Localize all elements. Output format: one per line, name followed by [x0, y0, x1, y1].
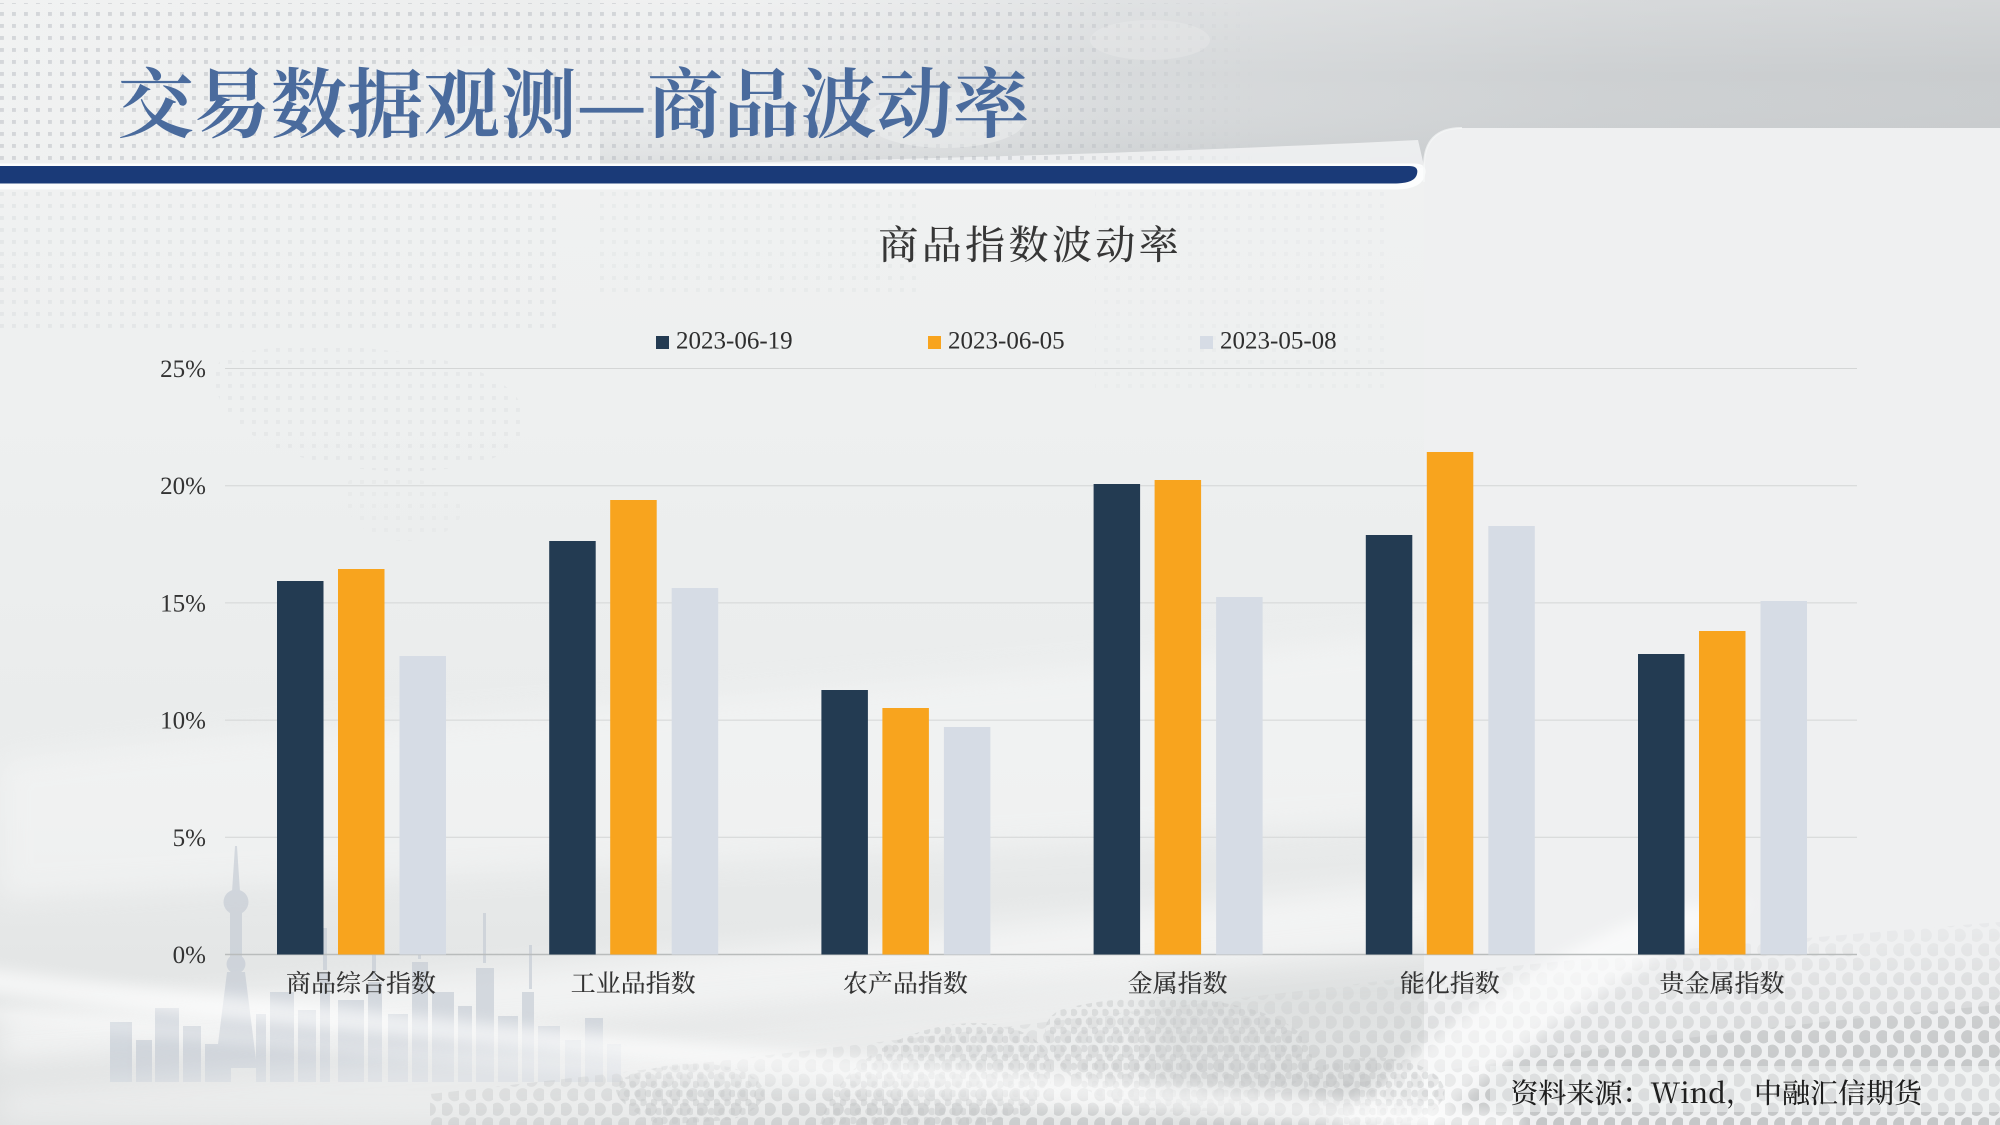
svg-text:15%: 15%	[160, 590, 206, 617]
svg-text:0%: 0%	[173, 942, 206, 969]
svg-text:25%: 25%	[160, 356, 206, 383]
svg-text:20%: 20%	[160, 473, 206, 500]
svg-text:2023-05-08: 2023-05-08	[1220, 328, 1337, 355]
svg-text:5%: 5%	[173, 825, 206, 852]
svg-text:2023-06-19: 2023-06-19	[676, 328, 793, 355]
svg-text:10%: 10%	[160, 708, 206, 735]
svg-text:2023-06-05: 2023-06-05	[948, 328, 1065, 355]
